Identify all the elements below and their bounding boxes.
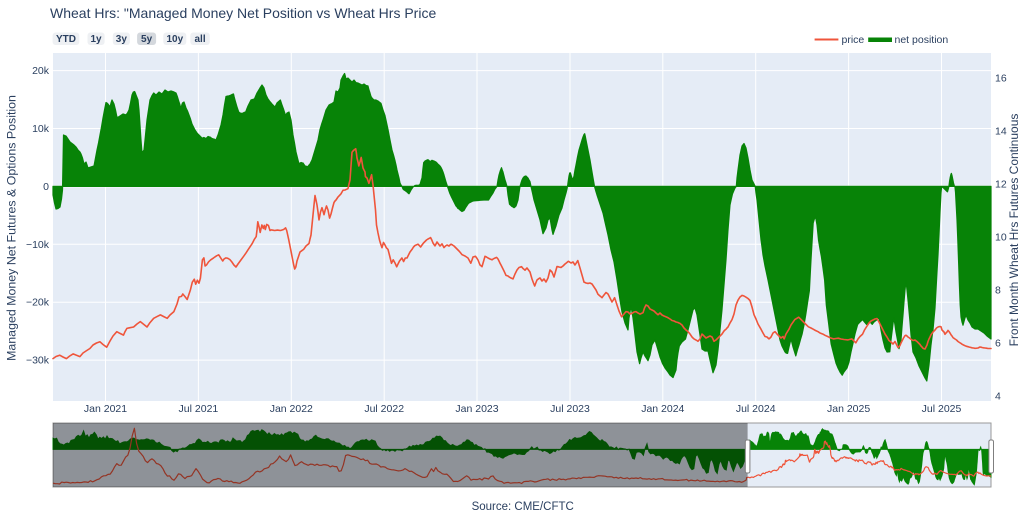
svg-text:16: 16 — [995, 73, 1007, 85]
svg-text:10k: 10k — [32, 123, 50, 135]
svg-text:Jan 2022: Jan 2022 — [270, 403, 313, 415]
svg-text:12: 12 — [995, 179, 1007, 191]
svg-text:Jul 2025: Jul 2025 — [922, 403, 962, 415]
svg-text:Jan 2023: Jan 2023 — [455, 403, 498, 415]
svg-text:price: price — [842, 34, 865, 46]
svg-text:−10k: −10k — [26, 239, 50, 251]
svg-text:YTD: YTD — [56, 34, 76, 45]
svg-text:net position: net position — [895, 34, 949, 46]
svg-text:4: 4 — [995, 391, 1001, 403]
svg-text:Jul 2023: Jul 2023 — [550, 403, 590, 415]
svg-text:Jul 2022: Jul 2022 — [364, 403, 404, 415]
svg-text:Jul 2024: Jul 2024 — [736, 403, 776, 415]
svg-text:10y: 10y — [166, 34, 183, 45]
svg-text:1y: 1y — [90, 34, 102, 45]
svg-text:−30k: −30k — [26, 355, 50, 367]
svg-text:8: 8 — [995, 285, 1001, 297]
svg-text:Jan 2025: Jan 2025 — [827, 403, 870, 415]
svg-text:0: 0 — [43, 181, 49, 193]
svg-text:all: all — [194, 34, 205, 45]
svg-text:5y: 5y — [141, 34, 153, 45]
svg-text:Jan 2024: Jan 2024 — [641, 403, 684, 415]
svg-text:3y: 3y — [116, 34, 128, 45]
svg-text:Wheat Hrs: "Managed Money Net: Wheat Hrs: "Managed Money Net Position v… — [50, 5, 436, 21]
svg-text:10: 10 — [995, 232, 1007, 244]
svg-text:Jul 2021: Jul 2021 — [179, 403, 219, 415]
svg-text:Front Month Wheat Hrs Futures: Front Month Wheat Hrs Futures Continuous — [1007, 114, 1021, 347]
svg-text:Managed Money Net Futures & Op: Managed Money Net Futures & Options Posi… — [5, 95, 19, 361]
svg-text:14: 14 — [995, 126, 1007, 138]
svg-text:Source: CME/CFTC: Source: CME/CFTC — [472, 501, 574, 513]
svg-text:6: 6 — [995, 338, 1001, 350]
svg-text:−20k: −20k — [26, 297, 50, 309]
svg-text:Jan 2021: Jan 2021 — [84, 403, 127, 415]
svg-text:20k: 20k — [32, 65, 50, 77]
